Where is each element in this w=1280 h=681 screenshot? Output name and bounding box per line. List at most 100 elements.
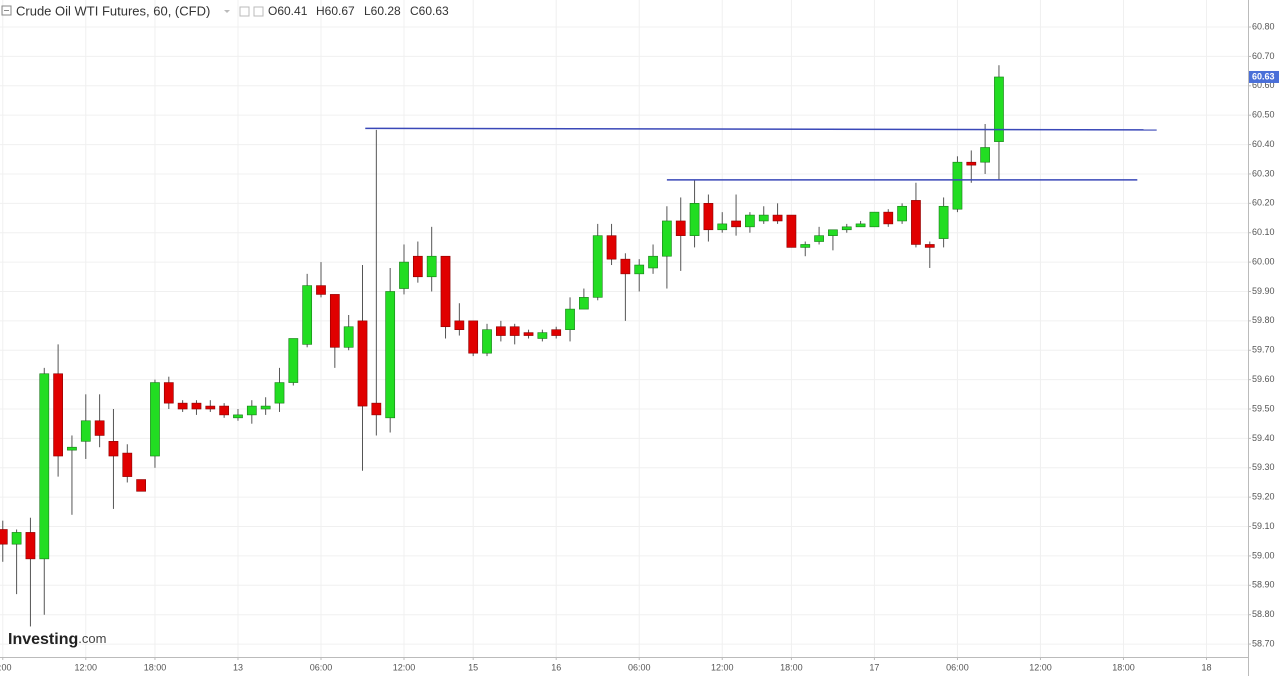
- candle: [523, 329, 534, 339]
- y-tick-label: 59.20: [1252, 492, 1275, 502]
- candle: [897, 203, 907, 224]
- candle-body: [731, 220, 741, 228]
- candle-body: [329, 294, 340, 348]
- candle: [717, 212, 728, 233]
- candle: [108, 409, 119, 509]
- y-tick-label: 59.70: [1252, 345, 1275, 355]
- candle: [177, 400, 188, 412]
- candle-body: [648, 255, 658, 269]
- collapse-icon[interactable]: [1, 5, 12, 16]
- plot-area: [0, 0, 1248, 657]
- candle: [703, 194, 714, 242]
- candle: [371, 129, 382, 436]
- candle: [855, 220, 866, 228]
- candle: [288, 338, 299, 386]
- candle-body: [468, 320, 479, 354]
- logo-suffix: .com: [78, 631, 106, 646]
- candle: [551, 326, 562, 339]
- candle: [233, 409, 243, 421]
- y-tick-label: 58.80: [1252, 609, 1275, 619]
- y-tick-label: 60.50: [1252, 110, 1275, 120]
- candle: [731, 194, 741, 236]
- candle: [426, 226, 437, 292]
- candle-body: [371, 402, 382, 416]
- candle: [205, 400, 216, 412]
- candle: [53, 344, 63, 477]
- trend-line: [365, 127, 1157, 131]
- candle: [662, 206, 672, 289]
- x-tick-label: 18:00: [780, 662, 803, 672]
- x-tick-label: 13: [233, 662, 243, 672]
- candle-body: [53, 373, 63, 457]
- candle: [689, 179, 700, 248]
- candle-body: [717, 223, 728, 231]
- candle-body: [565, 308, 575, 330]
- candle: [745, 212, 755, 233]
- candle-body: [385, 291, 396, 419]
- price-tag-label: 60.63: [1252, 71, 1275, 81]
- candle: [883, 209, 894, 227]
- candle-body: [80, 420, 91, 442]
- logo: Investing.com: [8, 631, 106, 648]
- candle-body: [841, 226, 852, 231]
- candle: [302, 273, 313, 348]
- candle: [357, 265, 368, 471]
- dropdown-arrow[interactable]: [224, 10, 230, 13]
- candle: [440, 255, 451, 339]
- x-tick-label: 18: [1201, 662, 1211, 672]
- candle-body: [952, 161, 963, 210]
- hide-icon[interactable]: [253, 6, 264, 17]
- y-tick-label: 59.00: [1252, 550, 1275, 560]
- candle-body: [911, 200, 921, 245]
- ohlc-close: C60.63: [410, 4, 449, 18]
- candle: [25, 517, 36, 627]
- candle: [385, 267, 396, 433]
- candle: [495, 320, 506, 342]
- candle: [565, 297, 575, 342]
- candle-body: [509, 326, 520, 336]
- candle-body: [855, 223, 866, 228]
- candle: [800, 241, 811, 257]
- symbol-title: Crude Oil WTI Futures, 60, (CFD): [16, 3, 210, 18]
- candle-body: [828, 229, 838, 236]
- candle: [150, 379, 160, 468]
- candle: [841, 223, 852, 233]
- candle: [136, 479, 146, 492]
- candle-body: [938, 205, 949, 239]
- candle: [246, 400, 257, 424]
- candle: [67, 435, 77, 515]
- candle: [509, 323, 520, 345]
- x-tick-label: 12:00: [711, 662, 734, 672]
- candle: [80, 394, 91, 459]
- y-tick-label: 59.80: [1252, 315, 1275, 325]
- candle-body: [219, 405, 230, 416]
- candle-body: [634, 264, 645, 275]
- settings-icon[interactable]: [239, 6, 250, 17]
- candle-body: [551, 329, 562, 336]
- y-tick-label: 59.90: [1252, 286, 1275, 296]
- candle-body: [579, 297, 589, 310]
- ohlc-low: L60.28: [364, 4, 401, 18]
- y-tick-label: 58.90: [1252, 580, 1275, 590]
- candle-body: [25, 532, 36, 560]
- candle-body: [150, 382, 160, 457]
- x-tick-label: 17: [869, 662, 879, 672]
- candle-body: [606, 235, 617, 260]
- logo-brand: Investing: [8, 631, 78, 648]
- candle: [316, 262, 326, 298]
- candle-body: [274, 382, 285, 404]
- candle-body: [800, 244, 811, 248]
- y-tick-label: 60.70: [1252, 51, 1275, 61]
- candle-body: [786, 214, 797, 248]
- candle-body: [883, 211, 894, 225]
- candle-body: [897, 205, 907, 222]
- candle-body: [0, 529, 8, 545]
- candle-body: [191, 402, 202, 410]
- candle-body: [703, 203, 714, 231]
- candle-body: [482, 329, 492, 354]
- candle: [814, 226, 824, 245]
- ohlc-open: O60.41: [268, 4, 308, 18]
- y-tick-label: 60.60: [1252, 80, 1275, 90]
- candle: [260, 397, 271, 415]
